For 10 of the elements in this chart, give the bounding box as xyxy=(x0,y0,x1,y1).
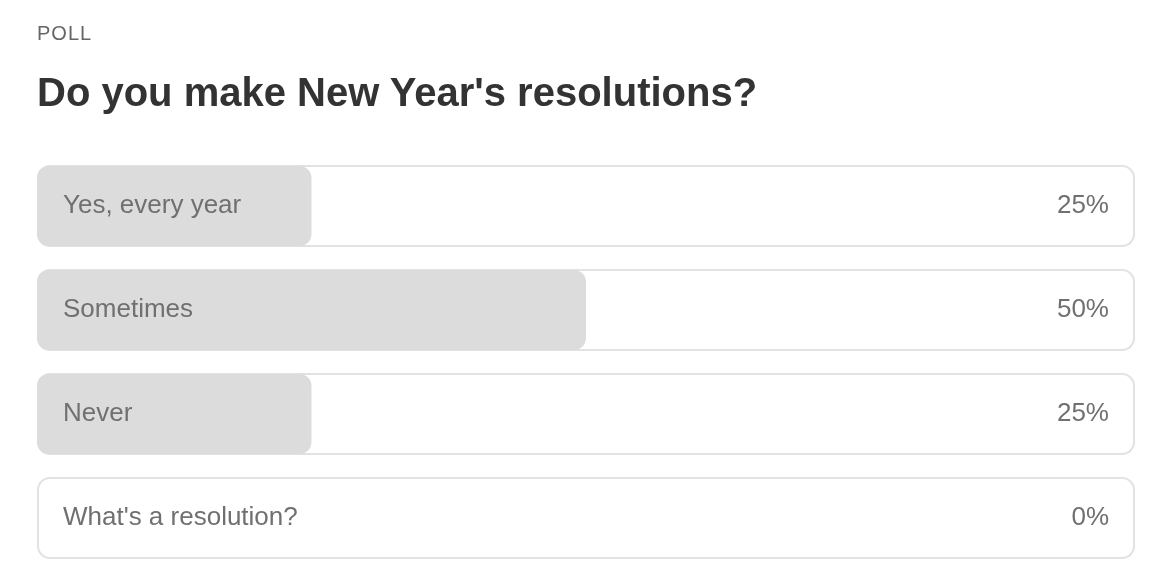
data-label: 50% xyxy=(1056,293,1109,324)
chart-title: Do you make New Year's resolutions? xyxy=(37,70,758,115)
data-label: 0% xyxy=(1071,501,1109,532)
y-tick-label: Never xyxy=(63,397,133,428)
y-tick-label: Sometimes xyxy=(63,293,194,324)
data-label: 25% xyxy=(1056,397,1109,428)
chart-subtitle: POLL xyxy=(37,22,93,45)
data-label: 25% xyxy=(1056,189,1109,220)
y-tick-label: What's a resolution? xyxy=(63,501,298,532)
y-tick-label: Yes, every year xyxy=(63,189,242,220)
